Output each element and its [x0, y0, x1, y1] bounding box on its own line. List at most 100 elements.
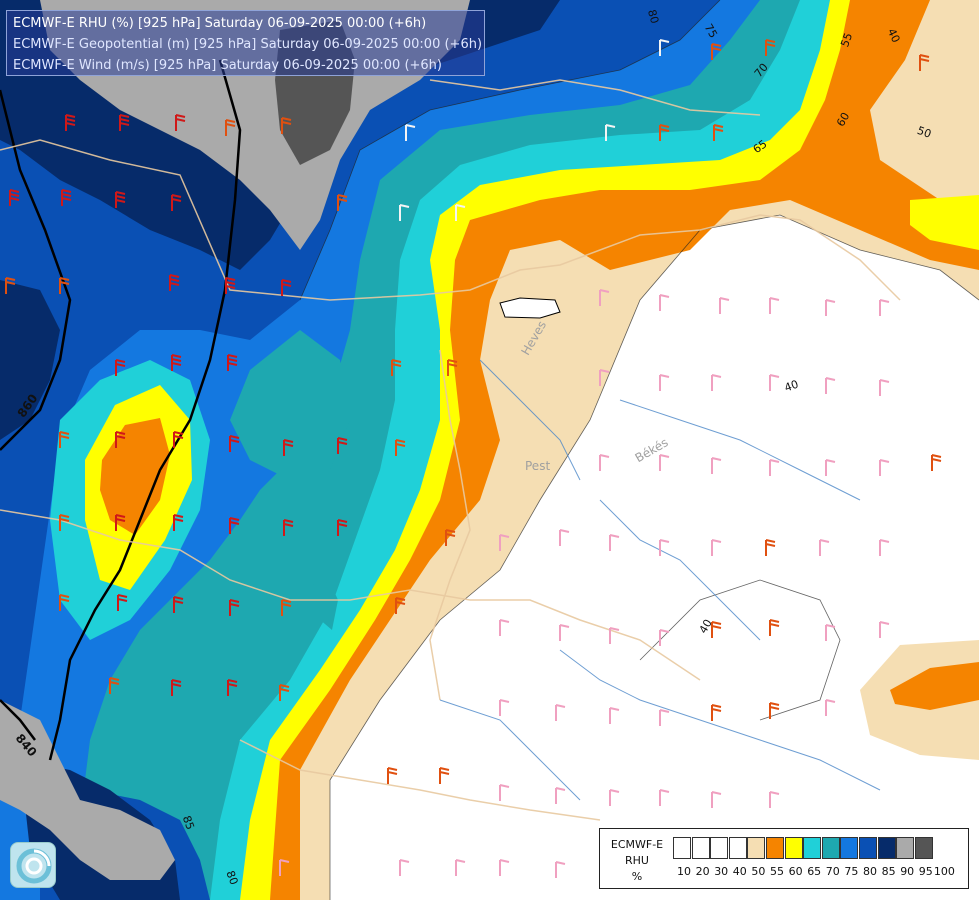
- wind-barb-icon: [711, 791, 722, 808]
- wind-barb-icon: [171, 354, 182, 371]
- wind-barb-icon: [173, 596, 184, 613]
- wind-barbs: [5, 39, 942, 878]
- wind-barb-icon: [229, 435, 240, 452]
- wind-barb-icon: [769, 791, 780, 808]
- place-label-pest: Pest: [525, 459, 550, 473]
- contour-label-85: 85: [180, 814, 197, 832]
- provider-logo: [10, 842, 56, 888]
- wind-barb-icon: [227, 354, 238, 371]
- legend-tick-10: 10: [677, 865, 691, 878]
- wind-barb-icon: [609, 707, 620, 724]
- wind-barb-icon: [555, 861, 566, 878]
- wind-barb-icon: [175, 114, 186, 131]
- rh-85-area-west: [0, 280, 60, 440]
- title-geopotential: ECMWF-E Geopotential (m) [925 hPa] Satur…: [13, 37, 483, 52]
- legend-swatch-70: [821, 837, 840, 859]
- wind-barb-icon: [919, 54, 930, 71]
- wind-barb-icon: [659, 39, 670, 56]
- geopotential-line-840-west: [0, 699, 36, 741]
- legend-swatch-20: [691, 837, 710, 859]
- contour-label-40-top: 40: [885, 27, 903, 45]
- legend-swatch-40: [728, 837, 747, 859]
- wind-barb-icon: [879, 379, 890, 396]
- legend-title-model: ECMWF-E: [610, 838, 664, 851]
- wind-barb-icon: [769, 702, 780, 719]
- wind-barb-icon: [169, 274, 180, 291]
- rh-70-islet: [310, 582, 338, 630]
- wind-barb-icon: [279, 859, 290, 876]
- wind-barb-icon: [659, 294, 670, 311]
- legend-swatch-30: [710, 837, 729, 859]
- rivers: [439, 359, 881, 801]
- wind-barb-icon: [279, 684, 290, 701]
- legend-tick-95: 95: [918, 865, 933, 878]
- wind-barb-icon: [229, 517, 240, 534]
- wind-barb-icon: [109, 677, 120, 694]
- wind-barb-icon: [825, 459, 836, 476]
- legend-tick-75: 75: [844, 865, 859, 878]
- contour-label-40-mid: 40: [783, 378, 801, 395]
- wind-barb-icon: [711, 621, 722, 638]
- wind-barb-icon: [65, 114, 76, 131]
- rh-contour-lines: [299, 0, 979, 900]
- wind-barb-icon: [659, 124, 670, 141]
- rh-60-area-east: [910, 195, 979, 250]
- wind-barb-icon: [769, 374, 780, 391]
- wind-barb-icon: [5, 277, 16, 294]
- wind-barb-icon: [499, 619, 510, 636]
- wind-barb-icon: [405, 124, 416, 141]
- borders: [0, 79, 901, 821]
- legend-tick-90: 90: [900, 865, 915, 878]
- legend-swatch-85: [877, 837, 896, 859]
- wind-barb-icon: [115, 514, 126, 531]
- wind-barb-icon: [659, 539, 670, 556]
- wind-barb-icon: [879, 299, 890, 316]
- wind-barb-icon: [825, 299, 836, 316]
- geopotential-line-840: [48, 59, 242, 761]
- legend-title: ECMWF-E RHU %: [602, 837, 672, 885]
- wind-barb-icon: [337, 437, 348, 454]
- wind-barb-icon: [713, 124, 724, 141]
- wind-barb-icon: [337, 194, 348, 211]
- legend-tick-100: 100: [933, 865, 955, 878]
- legend-swatch-10: [673, 837, 691, 859]
- rh-below-50-hole: [499, 297, 561, 319]
- geopotential-line-860: [0, 89, 72, 451]
- wind-barb-icon: [659, 629, 670, 646]
- wind-barb-icon: [711, 374, 722, 391]
- wind-barb-icon: [769, 297, 780, 314]
- wind-barb-icon: [391, 359, 402, 376]
- wind-barb-icon: [337, 519, 348, 536]
- wind-barb-icon: [399, 859, 410, 876]
- wind-barb-icon: [229, 599, 240, 616]
- wind-barb-icon: [395, 597, 406, 614]
- wind-barb-icon: [711, 704, 722, 721]
- wind-barb-icon: [455, 859, 466, 876]
- legend-tick-70: 70: [825, 865, 840, 878]
- wind-barb-icon: [659, 374, 670, 391]
- wind-barb-icon: [825, 624, 836, 641]
- legend-tick-80: 80: [863, 865, 877, 878]
- geopotential-lines: [0, 59, 242, 761]
- wind-barb-icon: [659, 789, 670, 806]
- wind-barb-icon: [609, 534, 620, 551]
- wind-barb-icon: [395, 439, 406, 456]
- wind-barb-icon: [387, 767, 398, 784]
- wind-barb-icon: [173, 431, 184, 448]
- wind-barb-icon: [225, 119, 236, 136]
- title-wind: ECMWF-E Wind (m/s) [925 hPa] Saturday 06…: [13, 58, 442, 73]
- wind-barb-icon: [609, 789, 620, 806]
- wind-barb-icon: [173, 514, 184, 531]
- wind-barb-icon: [711, 43, 722, 60]
- contour-label-55: 55: [838, 31, 855, 49]
- wind-barb-icon: [765, 539, 776, 556]
- legend-swatch-55: [766, 837, 784, 859]
- contour-label-40-low: 40: [697, 617, 715, 636]
- wind-barb-icon: [61, 189, 72, 206]
- wind-barb-icon: [931, 454, 942, 471]
- wind-barb-icon: [281, 279, 292, 296]
- wind-barb-icon: [119, 114, 130, 131]
- color-legend: ECMWF-E RHU % 10 20 30 40 50 55 60 65 70 75 80 85 90…: [599, 828, 969, 889]
- rh-55-pocket: [100, 418, 170, 535]
- wind-barb-icon: [555, 704, 566, 721]
